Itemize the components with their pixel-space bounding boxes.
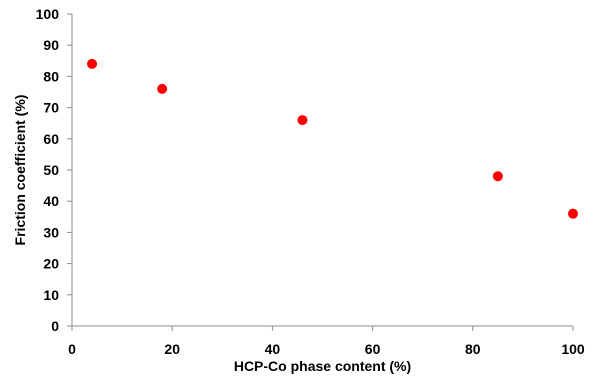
data-point xyxy=(157,83,168,94)
x-tick-label: 60 xyxy=(365,341,381,357)
y-tick-label: 80 xyxy=(43,68,59,84)
x-axis-ticks: 0 20 40 60 80 100 xyxy=(68,326,585,357)
x-tick-label: 0 xyxy=(68,341,76,357)
x-tick-label: 100 xyxy=(561,341,585,357)
x-tick-label: 20 xyxy=(164,341,180,357)
y-tick-label: 50 xyxy=(43,162,59,178)
y-tick-label: 60 xyxy=(43,131,59,147)
data-point xyxy=(87,58,98,69)
y-tick-label: 0 xyxy=(51,318,59,334)
y-tick-label: 70 xyxy=(43,100,59,116)
y-tick-label: 100 xyxy=(36,6,60,22)
data-point xyxy=(568,208,578,219)
y-tick-label: 10 xyxy=(43,287,59,303)
data-point xyxy=(492,171,503,182)
y-tick-label: 90 xyxy=(43,37,59,53)
x-tick-label: 80 xyxy=(465,341,481,357)
data-point xyxy=(297,115,308,126)
x-tick-label: 40 xyxy=(265,341,281,357)
y-axis-title: Friction coefficient (%) xyxy=(12,95,28,246)
y-tick-label: 20 xyxy=(43,256,59,272)
data-points xyxy=(87,58,578,219)
y-tick-label: 40 xyxy=(43,193,59,209)
x-axis-title: HCP-Co phase content (%) xyxy=(234,358,411,374)
y-axis-ticks: 0 10 20 30 40 50 60 70 80 90 100 xyxy=(36,6,72,334)
y-tick-label: 30 xyxy=(43,224,59,240)
